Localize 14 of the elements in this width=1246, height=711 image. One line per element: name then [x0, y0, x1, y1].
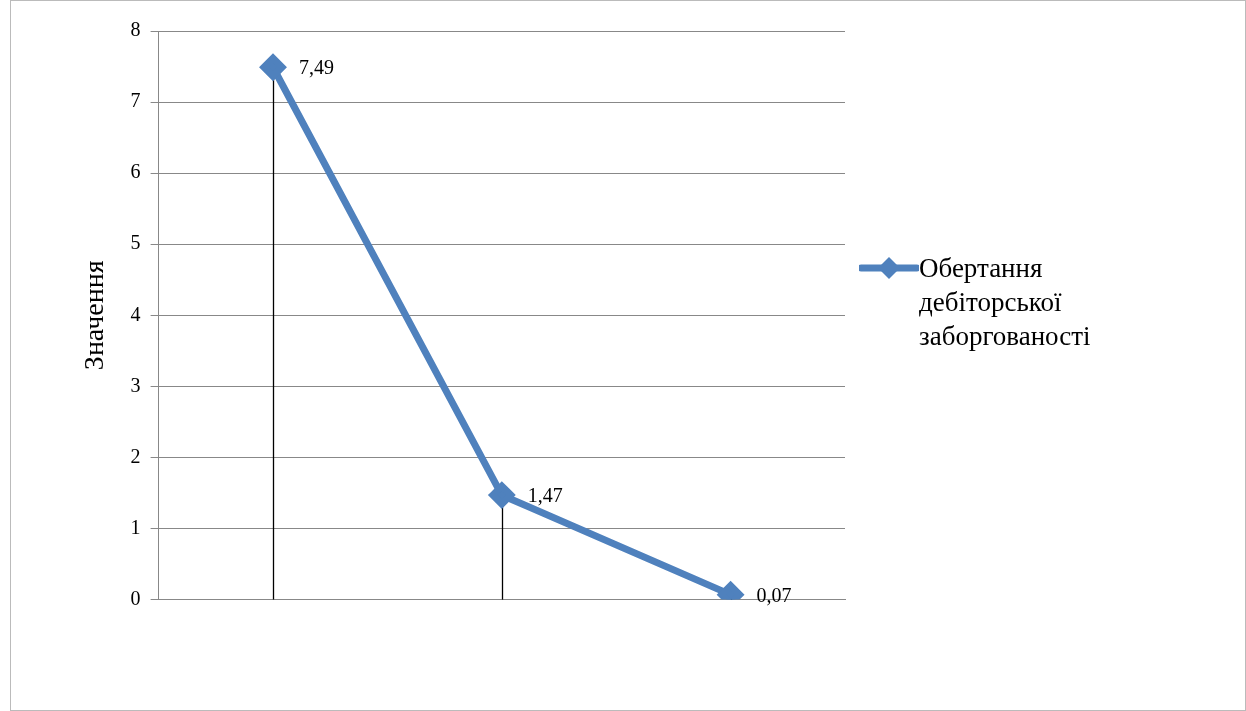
- y-tick-label: 0: [130, 586, 141, 609]
- y-tick-label: 3: [130, 373, 141, 396]
- y-tick-label: 8: [130, 18, 141, 41]
- y-tick-label: 4: [130, 302, 141, 325]
- y-tick-label: 1: [130, 515, 141, 538]
- data-label: 7,49: [299, 56, 334, 79]
- y-tick-label: 7: [130, 89, 141, 112]
- y-axis-title: Значення: [78, 260, 110, 371]
- y-tick-label: 2: [130, 444, 141, 467]
- data-label: 0,07: [756, 583, 792, 606]
- data-label: 1,47: [527, 484, 563, 507]
- legend-label: Обертання дебіторської заборгованості: [919, 252, 1092, 353]
- y-tick-label: 5: [130, 231, 141, 254]
- y-tick-label: 6: [130, 160, 141, 183]
